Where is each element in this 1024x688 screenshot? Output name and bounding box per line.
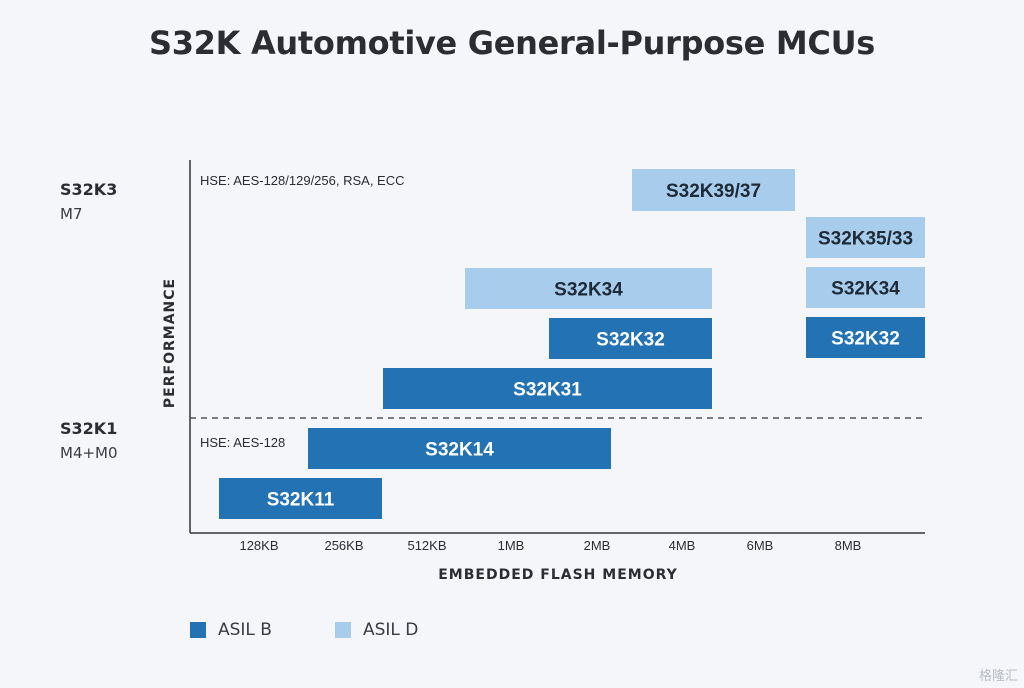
family-label-s32k3: S32K3 [60,180,118,199]
x-tick-label-128kb: 128KB [239,538,278,553]
legend-label-asil-d: ASIL D [363,620,419,640]
bar-label-s32k34-2: S32K34 [554,280,623,301]
legend-swatch-asil-d [335,622,351,638]
bar-s32k32-5 [806,317,925,358]
x-tick-label-512kb: 512KB [407,538,446,553]
legend-item-asil-b: ASIL B [190,620,272,640]
annotation-s32k1: HSE: AES-128 [200,435,285,450]
chart-plot: S32K39/37 S32K35/33 S32K34 S32K34 S32K32 S32K… [189,160,925,553]
bar-label-s32k14-7: S32K14 [425,440,494,461]
x-tick-label-256kb: 256KB [324,538,363,553]
bar-label-s32k31-6: S32K31 [513,380,582,401]
legend-label-asil-b: ASIL B [218,620,272,640]
bar-s32k34-2 [465,268,712,309]
family-core-s32k1: M4+M0 [60,444,118,462]
bar-label-s32k35-33-1: S32K35/33 [818,229,913,250]
legend-swatch-asil-b [190,622,206,638]
bar-label-s32k32-4: S32K32 [596,330,665,351]
bar-s32k31-6 [383,368,712,409]
bar-s32k35-33-1 [806,217,925,258]
bar-label-s32k39-37-0: S32K39/37 [666,181,761,202]
x-tick-label-6mb: 6MB [747,538,774,553]
watermark-logo: 格隆汇 [978,669,1018,684]
x-tick-label-1mb: 1MB [498,538,525,553]
x-axis-label: EMBEDDED FLASH MEMORY [438,567,678,583]
legend-item-asil-d: ASIL D [335,620,418,640]
bar-s32k34-3 [806,267,925,308]
bar-label-s32k32-5: S32K32 [831,329,900,350]
bar-s32k11-8 [219,478,382,519]
x-tick-label-8mb: 8MB [835,538,862,553]
bar-label-s32k34-3: S32K34 [831,279,900,300]
bar-s32k39-37-0 [632,169,795,211]
x-tick-label-4mb: 4MB [669,538,696,553]
family-label-s32k1: S32K1 [60,419,118,438]
bar-s32k14-7 [308,428,611,469]
x-tick-label-2mb: 2MB [584,538,611,553]
annotation-s32k3: HSE: AES-128/129/256, RSA, ECC [200,173,405,188]
chart-title: S32K Automotive General-Purpose MCUs [148,24,876,62]
bar-s32k32-4 [549,318,712,359]
family-core-s32k3: M7 [60,205,83,223]
bar-label-s32k11-8: S32K11 [267,490,335,511]
